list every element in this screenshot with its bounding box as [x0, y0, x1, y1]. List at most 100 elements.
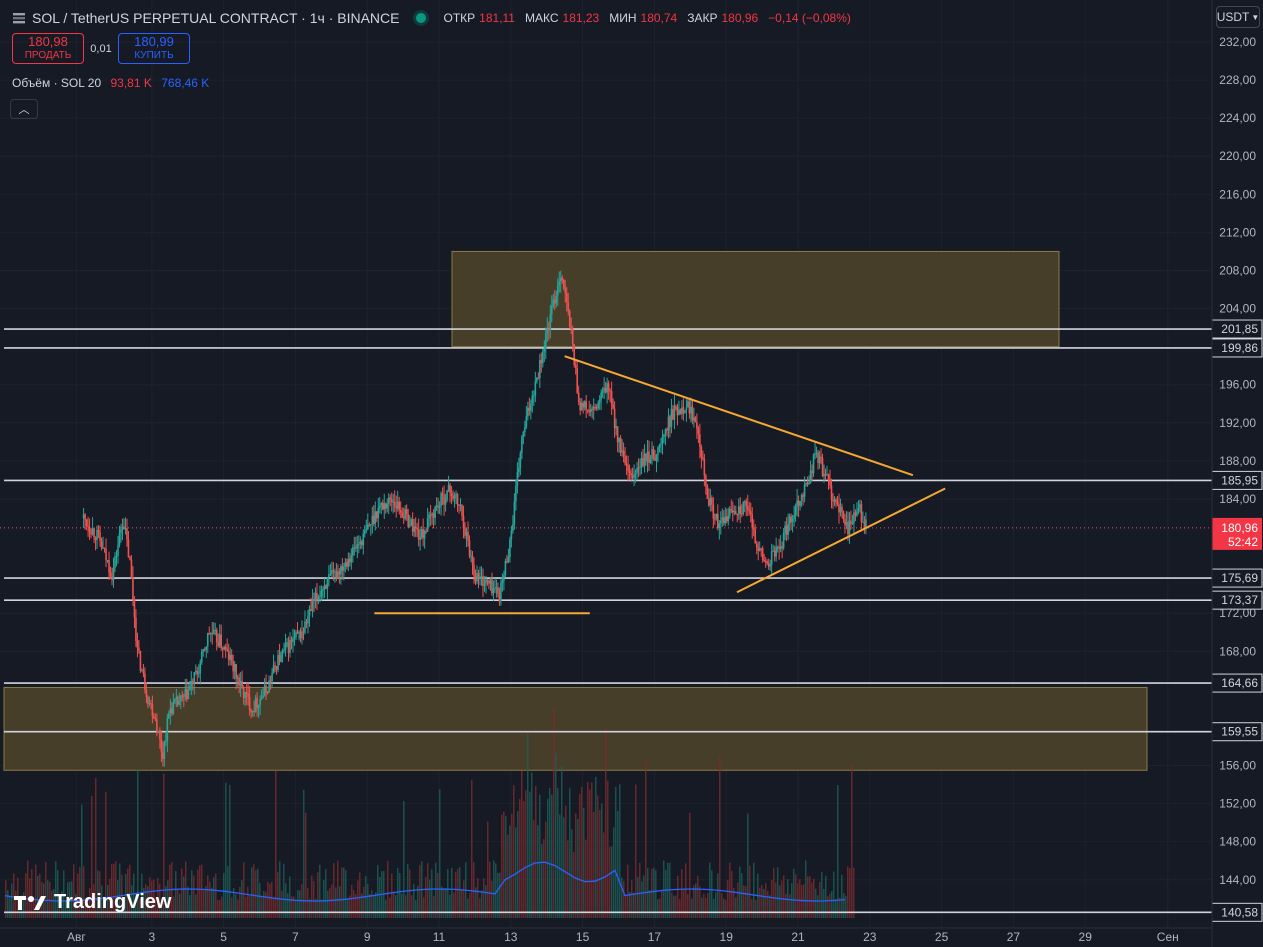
candle-body — [162, 752, 164, 759]
candle-body — [763, 559, 765, 562]
candle-body — [613, 408, 616, 429]
volume-bar — [265, 891, 267, 918]
volume-bar — [847, 866, 849, 918]
volume-bar — [31, 869, 33, 918]
candle-body — [739, 506, 742, 514]
volume-bar — [93, 883, 95, 918]
volume-bar — [593, 811, 595, 918]
candle-body — [598, 399, 601, 403]
candle-body — [277, 655, 279, 670]
candle-body — [624, 456, 626, 464]
candle-body — [196, 670, 199, 674]
candle-body — [615, 426, 617, 429]
candle-body — [171, 708, 173, 714]
volume-bar — [297, 890, 299, 918]
candle-body — [452, 495, 454, 499]
volume-bar — [775, 882, 777, 918]
volume-bar — [569, 787, 571, 918]
collapse-legend-button[interactable]: ︿ — [10, 99, 38, 119]
volume-bar — [531, 772, 533, 918]
volume-bar — [673, 895, 675, 918]
candle-body — [486, 579, 489, 582]
candle-body — [396, 501, 399, 509]
y-tick-label: 188,00 — [1219, 454, 1256, 468]
candle-body — [597, 402, 599, 409]
candle-body — [298, 631, 300, 633]
volume-bar — [399, 872, 401, 918]
candle-body — [534, 381, 537, 396]
volume-bar — [27, 860, 29, 918]
volume-bar — [461, 889, 463, 918]
volume-bar — [815, 888, 817, 918]
volume-bar — [497, 873, 499, 918]
volume-bar — [353, 889, 355, 918]
current-price-tag — [1212, 517, 1262, 550]
volume-bar — [195, 894, 197, 918]
volume-bar — [285, 883, 287, 918]
candle-body — [519, 453, 522, 469]
candle-body — [521, 436, 523, 454]
symbol-header[interactable]: SOL / TetherUS PERPETUAL CONTRACT · 1ч ·… — [12, 8, 857, 28]
volume-bar — [11, 883, 13, 918]
candle-body — [483, 583, 486, 586]
candle-body — [293, 637, 296, 639]
candle-body — [308, 609, 311, 617]
volume-bar — [783, 875, 785, 918]
volume-bar — [7, 890, 9, 918]
volume-bar — [715, 892, 717, 918]
candle-body — [141, 670, 143, 672]
volume-bar — [747, 813, 749, 918]
volume-bar — [13, 873, 15, 918]
volume-legend[interactable]: Объём · SOL 20 93,81 K 768,46 K — [12, 76, 210, 90]
candle-body — [203, 649, 206, 651]
volume-bar — [571, 829, 573, 918]
volume-bar — [447, 869, 449, 918]
volume-bar — [187, 886, 189, 918]
trendline — [564, 355, 914, 477]
candle-body — [387, 497, 390, 504]
candle-body — [175, 696, 178, 699]
volume-bar — [189, 895, 191, 918]
volume-bar — [819, 882, 821, 918]
candle-body — [284, 644, 287, 650]
volume-bar — [113, 863, 115, 918]
candle-body — [558, 281, 561, 286]
volume-bar — [851, 764, 853, 918]
volume-bar — [249, 895, 251, 918]
volume-bar — [607, 780, 609, 918]
volume-bar — [735, 897, 737, 918]
candle-body — [660, 443, 662, 445]
candle-body — [180, 695, 182, 702]
candle-body — [787, 523, 789, 535]
volume-bar — [637, 876, 639, 918]
candle-body — [254, 697, 257, 712]
volume-bar — [315, 898, 317, 918]
candle-body — [247, 693, 249, 697]
candle-body — [395, 506, 398, 509]
candle-body — [319, 596, 321, 598]
candle-body — [332, 570, 335, 572]
candle-body — [444, 500, 447, 505]
volume-bar — [341, 867, 343, 918]
volume-bar — [661, 891, 663, 918]
currency-select[interactable]: USDT ▼ — [1216, 6, 1260, 28]
candle-body — [606, 383, 608, 393]
volume-bar — [785, 893, 787, 918]
candle-body — [278, 655, 281, 662]
candle-body — [456, 494, 459, 505]
candle-body — [133, 599, 136, 618]
sell-button[interactable]: 180,98 ПРОДАТЬ — [12, 33, 84, 64]
volume-bar — [683, 889, 685, 918]
candle-body — [565, 292, 568, 303]
candle-body — [684, 410, 686, 414]
volume-bar — [581, 786, 583, 918]
x-tick-label: 29 — [1079, 930, 1093, 944]
buy-button[interactable]: 180,99 КУПИТЬ — [118, 33, 190, 64]
candle-body — [516, 472, 519, 487]
y-tick-label: 204,00 — [1219, 302, 1256, 316]
candle-body — [491, 579, 493, 594]
candle-body — [459, 504, 462, 506]
candle-body — [364, 530, 366, 534]
volume-bar — [693, 885, 695, 918]
